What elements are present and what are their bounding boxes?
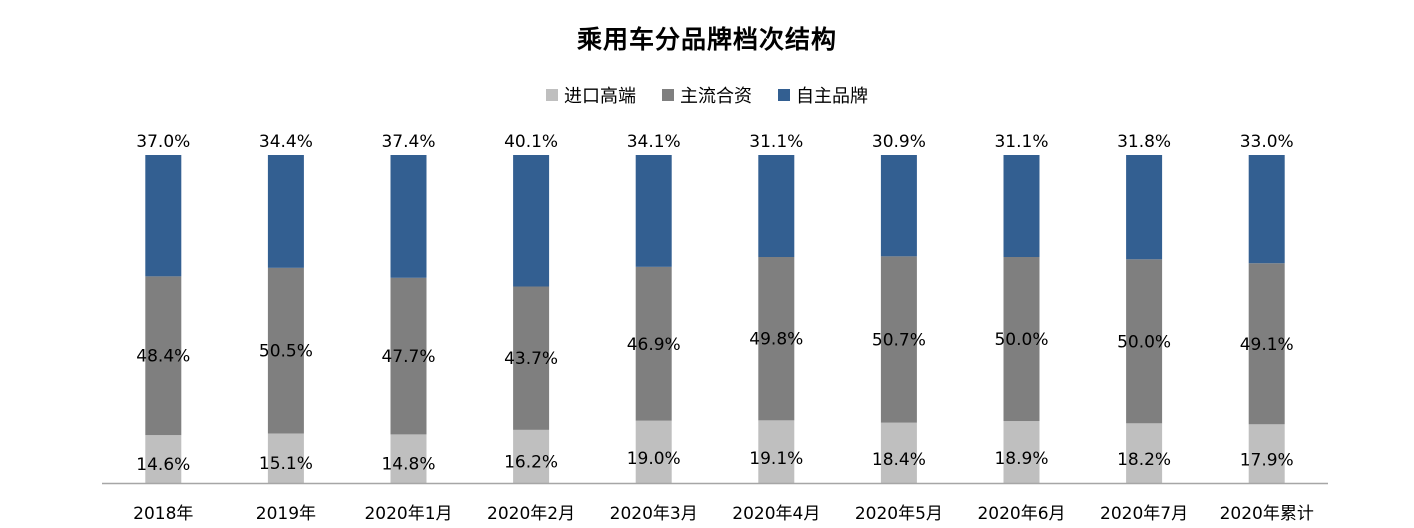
value-label-1-2: 47.7% <box>381 347 435 367</box>
bar-segment-1-1 <box>267 267 304 434</box>
legend-swatch-mainstream-jv <box>662 89 674 101</box>
category-label-2: 2020年1月 <box>364 504 452 524</box>
value-label-2-6: 30.9% <box>872 132 926 152</box>
value-label-1-7: 50.0% <box>994 330 1048 350</box>
value-label-1-1: 50.5% <box>259 342 313 362</box>
category-label-6: 2020年5月 <box>855 504 943 524</box>
value-label-2-5: 31.1% <box>749 132 803 152</box>
category-label-8: 2020年7月 <box>1100 504 1188 524</box>
bar-segment-1-2 <box>390 277 427 435</box>
bar-segment-0-1 <box>267 433 304 483</box>
bar-segment-2-8 <box>1126 155 1163 260</box>
bar-segment-0-8 <box>1126 423 1163 483</box>
bar-segment-0-0 <box>145 435 182 483</box>
category-label-5: 2020年4月 <box>732 504 820 524</box>
bar-segment-0-9 <box>1248 424 1285 483</box>
value-label-2-4: 34.1% <box>627 132 681 152</box>
legend-label-mainstream-jv: 主流合资 <box>680 86 752 107</box>
value-label-0-6: 18.4% <box>872 450 926 470</box>
bar-segment-2-6 <box>880 155 917 257</box>
value-label-0-9: 17.9% <box>1240 451 1294 471</box>
bar-segment-0-5 <box>758 420 795 483</box>
bar-segment-1-0 <box>145 276 182 436</box>
value-label-2-0: 37.0% <box>136 132 190 152</box>
category-label-4: 2020年3月 <box>610 504 698 524</box>
value-label-1-0: 48.4% <box>136 347 190 367</box>
legend-label-domestic-brand: 自主品牌 <box>796 86 868 107</box>
value-label-0-1: 15.1% <box>259 454 313 474</box>
bar-segment-2-4 <box>635 155 672 267</box>
value-label-0-5: 19.1% <box>749 449 803 469</box>
bar-segment-2-7 <box>1003 155 1040 258</box>
value-label-0-3: 16.2% <box>504 453 558 473</box>
bar-segment-1-7 <box>1003 257 1040 422</box>
value-label-2-8: 31.8% <box>1117 132 1171 152</box>
bar-segment-1-8 <box>1126 259 1163 424</box>
chart-title: 乘用车分品牌档次结构 <box>576 25 837 54</box>
bar-segment-2-3 <box>513 155 550 287</box>
legend-item-import-premium: 进口高端 <box>546 82 636 108</box>
category-label-7: 2020年6月 <box>977 504 1065 524</box>
legend-swatch-domestic-brand <box>778 89 790 101</box>
bar-segment-1-4 <box>635 266 672 421</box>
value-label-0-4: 19.0% <box>627 449 681 469</box>
legend-item-mainstream-jv: 主流合资 <box>662 82 752 108</box>
value-label-0-2: 14.8% <box>381 455 435 475</box>
value-label-1-9: 49.1% <box>1240 335 1294 355</box>
value-label-1-3: 43.7% <box>504 349 558 369</box>
bar-segment-1-3 <box>513 286 550 430</box>
value-label-2-9: 33.0% <box>1240 132 1294 152</box>
bar-segment-0-6 <box>880 422 917 483</box>
bar-segment-2-9 <box>1248 155 1285 264</box>
value-label-1-8: 50.0% <box>1117 332 1171 352</box>
legend: 进口高端 主流合资 自主品牌 <box>0 82 1414 108</box>
value-label-2-2: 37.4% <box>381 132 435 152</box>
bar-segment-2-2 <box>390 155 427 278</box>
bar-segment-0-3 <box>513 429 550 483</box>
legend-item-domestic-brand: 自主品牌 <box>778 82 868 108</box>
bar-segment-0-4 <box>635 420 672 483</box>
value-label-0-8: 18.2% <box>1117 450 1171 470</box>
category-label-0: 2018年 <box>133 504 193 524</box>
value-label-1-4: 46.9% <box>627 335 681 355</box>
value-label-2-1: 34.4% <box>259 132 313 152</box>
bar-segment-2-0 <box>145 155 182 277</box>
category-label-1: 2019年 <box>256 504 316 524</box>
value-label-1-6: 50.7% <box>872 331 926 351</box>
bar-segment-2-5 <box>758 155 795 258</box>
value-label-2-7: 31.1% <box>994 132 1048 152</box>
legend-label-import-premium: 进口高端 <box>564 86 636 107</box>
value-label-0-7: 18.9% <box>994 449 1048 469</box>
category-label-9: 2020年累计 <box>1220 504 1314 524</box>
value-label-1-5: 49.8% <box>749 330 803 350</box>
legend-swatch-import-premium <box>546 89 558 101</box>
bar-segment-1-9 <box>1248 263 1285 425</box>
bar-segment-0-2 <box>390 434 427 483</box>
value-label-0-0: 14.6% <box>136 455 190 475</box>
category-label-3: 2020年2月 <box>487 504 575 524</box>
bar-segment-2-1 <box>267 155 304 268</box>
bar-segment-0-7 <box>1003 421 1040 483</box>
bar-segment-1-5 <box>758 257 795 421</box>
bar-segment-1-6 <box>880 256 917 423</box>
value-label-2-3: 40.1% <box>504 132 558 152</box>
